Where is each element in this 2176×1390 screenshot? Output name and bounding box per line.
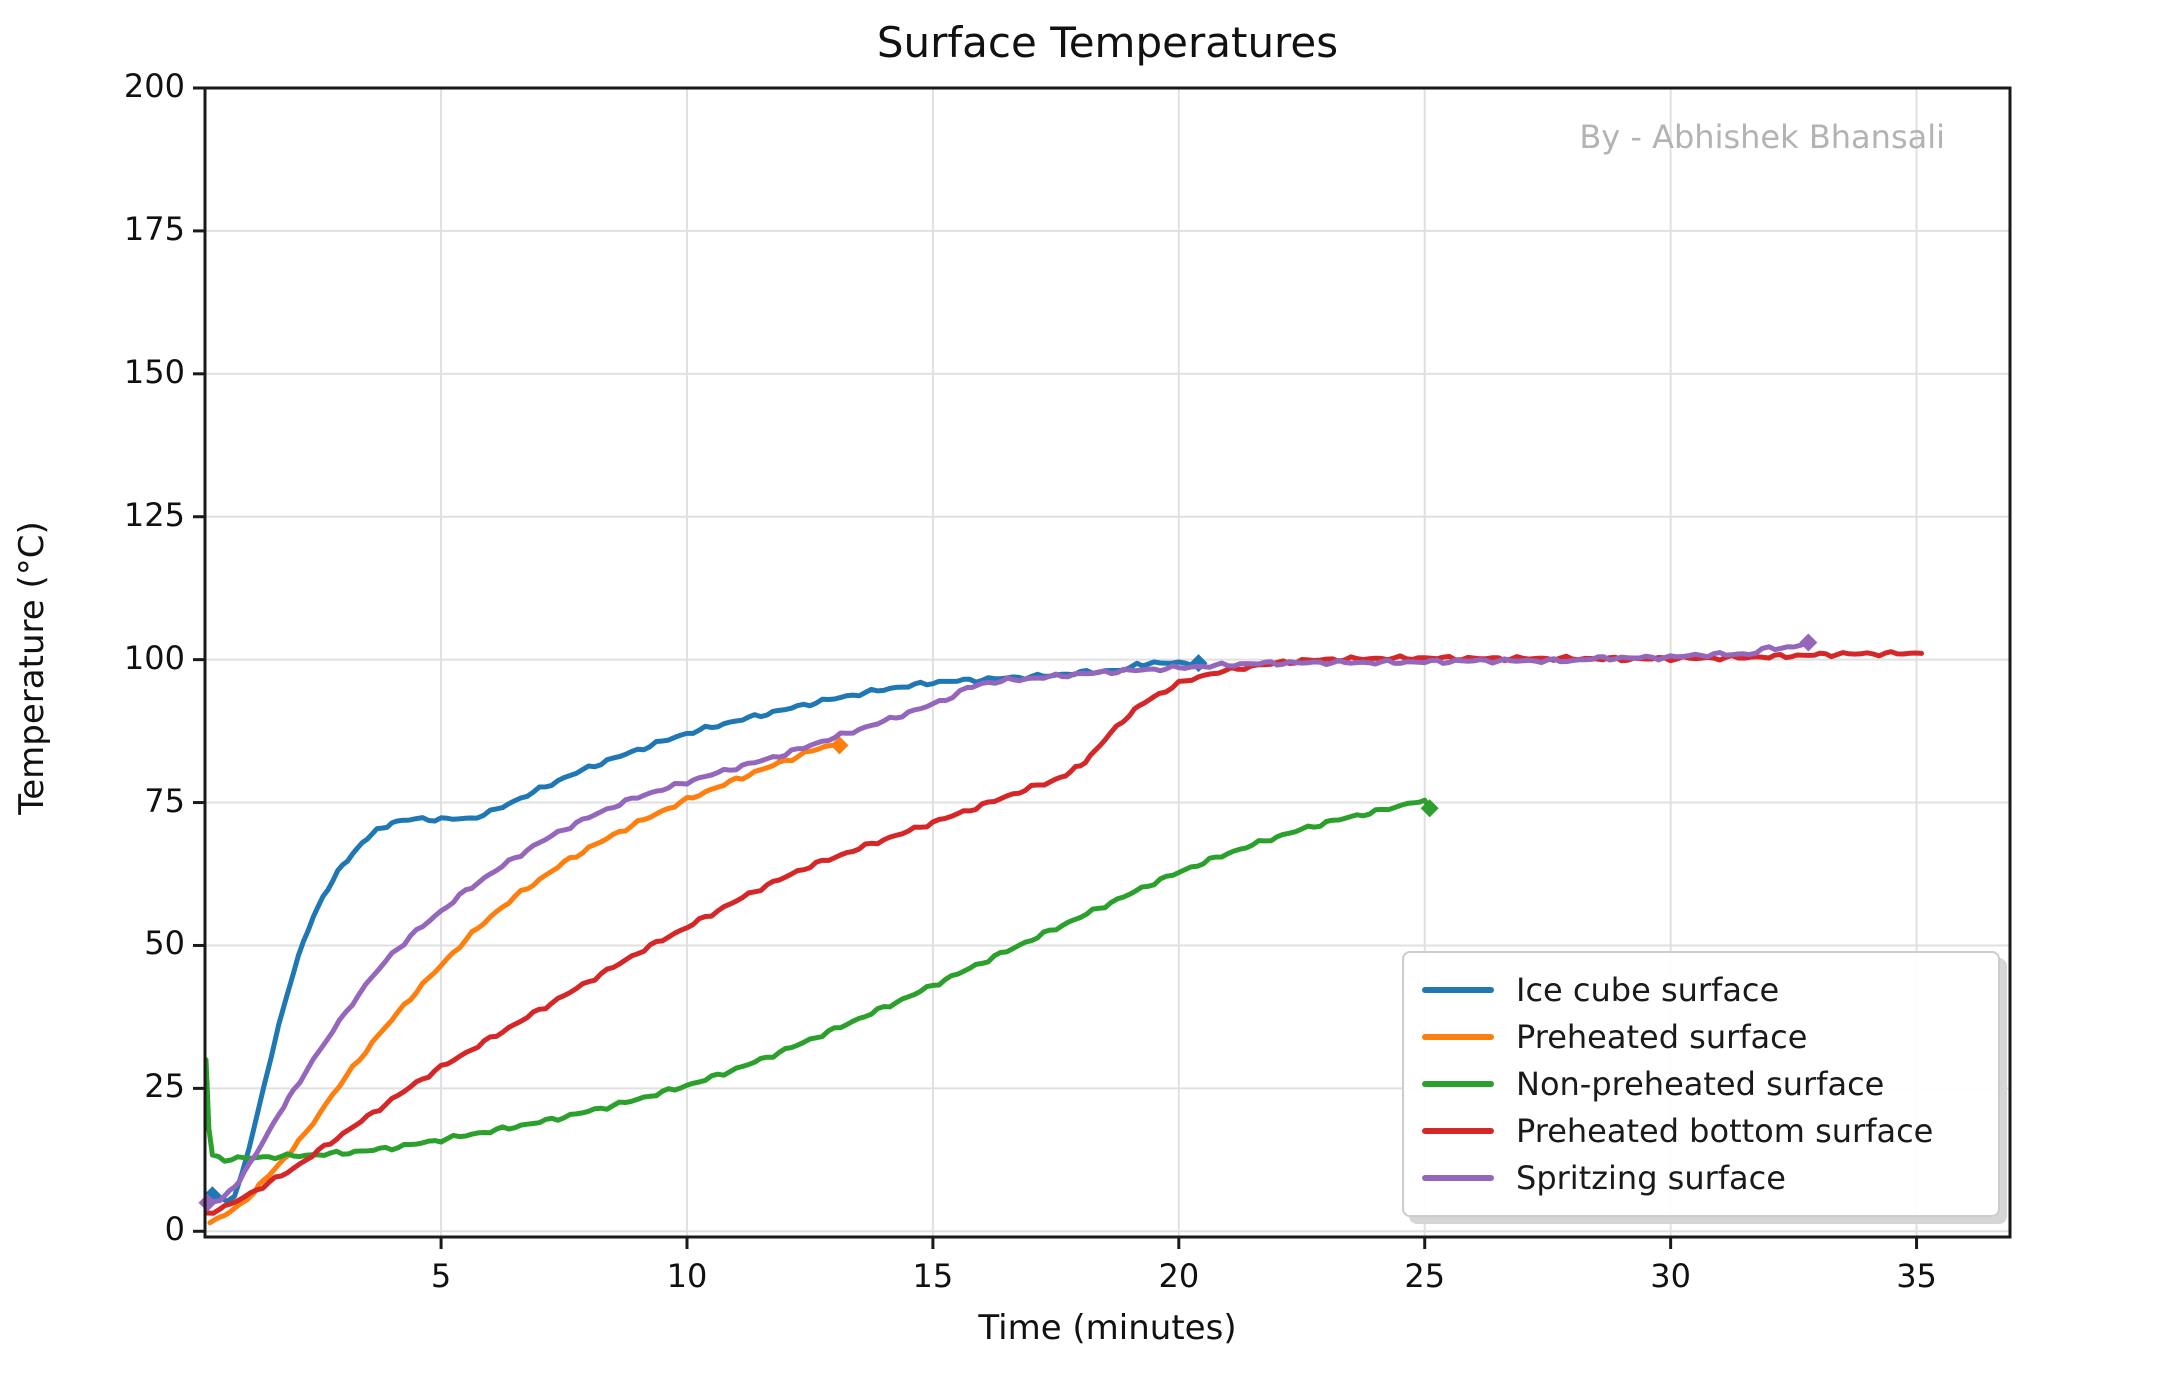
y-tick-label: 175 [123, 209, 185, 248]
axes-spines [203, 86, 2012, 1239]
x-axis-label: Time (minutes) [978, 1308, 1237, 1348]
legend-item-ice-cube-surface: Ice cube surface [1422, 967, 1980, 1014]
legend-label: Ice cube surface [1516, 971, 1780, 1009]
legend-line-swatch [1422, 1081, 1494, 1087]
legend-label: Preheated surface [1516, 1018, 1808, 1056]
y-axis-label: Temperature (°C) [12, 521, 52, 815]
y-tick-label: 125 [123, 495, 185, 534]
legend-item-spritzing-surface: Spritzing surface [1422, 1155, 1980, 1202]
y-tick-label: 150 [123, 352, 185, 391]
legend-item-preheated-bottom-surface: Preheated bottom surface [1422, 1108, 1980, 1155]
x-tick-label: 30 [1650, 1257, 1691, 1295]
y-tick-label: 0 [164, 1210, 185, 1249]
x-tick-label: 25 [1404, 1257, 1446, 1295]
x-tick-label: 15 [912, 1257, 954, 1295]
series-line-non-preheated-surface [203, 797, 1433, 1164]
series-marker-spritzing-surface [1799, 633, 1818, 652]
y-tick-label: 75 [144, 781, 185, 820]
series-line-preheated-surface [207, 742, 842, 1226]
x-tick-label: 10 [666, 1257, 708, 1295]
y-tick-label: 50 [144, 924, 185, 963]
series-marker-spritzing-surface [198, 1193, 217, 1212]
series-line-spritzing-surface [205, 640, 1811, 1206]
y-tick-label: 100 [123, 638, 185, 677]
legend-label: Non-preheated surface [1516, 1065, 1885, 1103]
series-marker-non-preheated-surface [1420, 799, 1439, 818]
legend-line-swatch [1422, 1128, 1494, 1134]
legend-label: Preheated bottom surface [1516, 1112, 1934, 1150]
legend-label: Spritzing surface [1516, 1159, 1786, 1197]
legend-item-non-preheated-surface: Non-preheated surface [1422, 1061, 1980, 1108]
y-tick-label: 25 [144, 1067, 185, 1106]
x-tick-label: 20 [1158, 1257, 1200, 1295]
legend-line-swatch [1422, 1175, 1494, 1181]
chart-title: Surface Temperatures [876, 18, 1339, 67]
legend-item-preheated-surface: Preheated surface [1422, 1014, 1980, 1061]
x-tick-label: 5 [430, 1257, 452, 1295]
legend-line-swatch [1422, 1034, 1494, 1040]
y-tick-label: 200 [123, 67, 185, 105]
watermark-text: By - Abhishek Bhansali [1579, 118, 1945, 156]
legend-line-swatch [1422, 987, 1494, 993]
legend: Ice cube surface Preheated surface Non-pre… [1402, 951, 2000, 1217]
series-marker-preheated-surface [830, 736, 849, 755]
x-tick-label: 35 [1896, 1257, 1937, 1295]
